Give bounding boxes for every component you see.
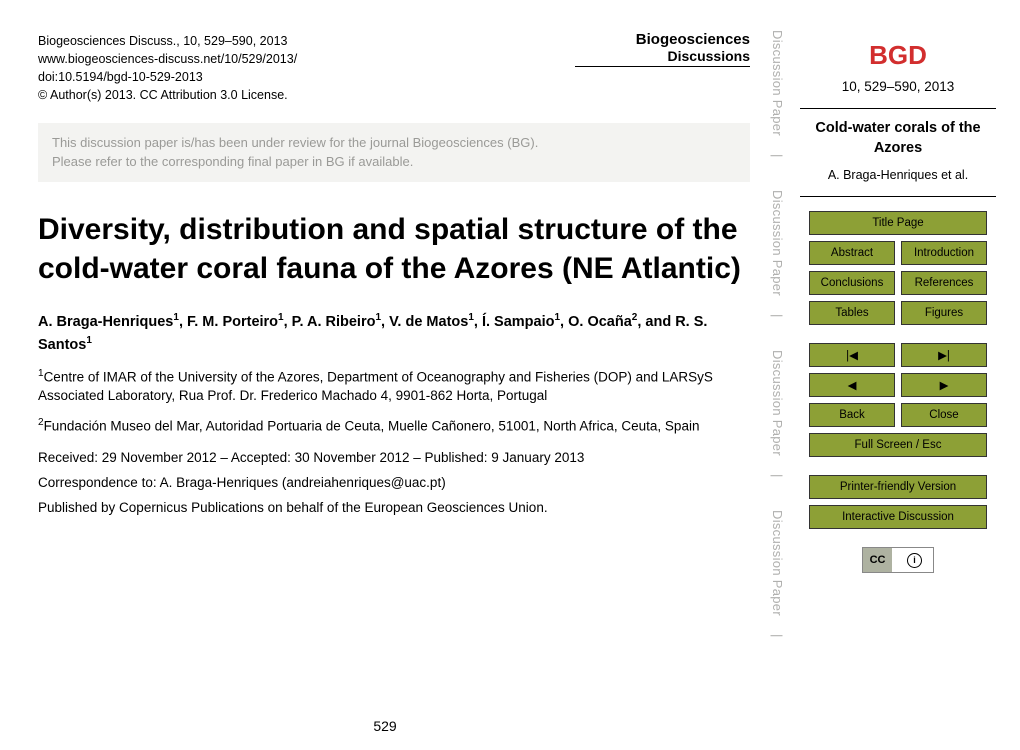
sidebar-divider-1 bbox=[800, 108, 996, 109]
interactive-discussion-button[interactable]: Interactive Discussion bbox=[809, 505, 987, 529]
sidebar-divider-2 bbox=[800, 196, 996, 197]
first-page-button[interactable]: |◀ bbox=[809, 343, 895, 367]
affiliation-2: 2Fundación Museo del Mar, Autoridad Port… bbox=[38, 416, 750, 436]
journal-label: Biogeosciences Discussions bbox=[575, 32, 750, 67]
review-line-2: Please refer to the corresponding final … bbox=[52, 152, 736, 172]
close-button[interactable]: Close bbox=[901, 403, 987, 427]
authors-list: A. Braga-Henriques1, F. M. Porteiro1, P.… bbox=[38, 310, 750, 357]
citation-meta: Biogeosciences Discuss., 10, 529–590, 20… bbox=[38, 32, 297, 105]
meta-line-1: Biogeosciences Discuss., 10, 529–590, 20… bbox=[38, 32, 297, 50]
journal-name-2: Discussions bbox=[575, 49, 750, 64]
affil-1-text: Centre of IMAR of the University of the … bbox=[38, 369, 713, 403]
prev-page-button[interactable]: ◀ bbox=[809, 373, 895, 397]
next-page-button[interactable]: ▶ bbox=[901, 373, 987, 397]
spine-label-2: Discussion Paper bbox=[770, 190, 785, 296]
affiliation-1: 1Centre of IMAR of the University of the… bbox=[38, 367, 750, 406]
sidebar-authors: A. Braga-Henriques et al. bbox=[800, 168, 996, 182]
sidebar-subtitle: Cold-water corals of the Azores bbox=[800, 119, 996, 158]
nav-panel: Title Page Abstract Introduction Conclus… bbox=[800, 211, 996, 529]
page-number: 529 bbox=[0, 718, 770, 734]
meta-line-3: doi:10.5194/bgd-10-529-2013 bbox=[38, 68, 297, 86]
references-button[interactable]: References bbox=[901, 271, 987, 295]
header-row: Biogeosciences Discuss., 10, 529–590, 20… bbox=[38, 32, 750, 105]
cc-text: CC bbox=[863, 548, 892, 572]
spine-strip: Discussion Paper | Discussion Paper | Di… bbox=[770, 0, 792, 750]
title-page-button[interactable]: Title Page bbox=[809, 211, 987, 235]
meta-line-2: www.biogeosciences-discuss.net/10/529/20… bbox=[38, 50, 297, 68]
back-button[interactable]: Back bbox=[809, 403, 895, 427]
paper-title: Diversity, distribution and spatial stru… bbox=[38, 210, 750, 288]
review-line-1: This discussion paper is/has been under … bbox=[52, 133, 736, 153]
journal-name-1: Biogeosciences bbox=[575, 32, 750, 49]
volume-info: 10, 529–590, 2013 bbox=[800, 79, 996, 94]
bgd-logo: BGD bbox=[800, 40, 996, 71]
publisher-note: Published by Copernicus Publications on … bbox=[38, 500, 750, 515]
last-page-button[interactable]: ▶| bbox=[901, 343, 987, 367]
spine-labels: Discussion Paper | Discussion Paper | Di… bbox=[770, 0, 785, 750]
fullscreen-button[interactable]: Full Screen / Esc bbox=[809, 433, 987, 457]
spine-label-3: Discussion Paper bbox=[770, 350, 785, 456]
correspondence: Correspondence to: A. Braga-Henriques (a… bbox=[38, 475, 750, 490]
spine-label-4: Discussion Paper bbox=[770, 510, 785, 616]
meta-line-4: © Author(s) 2013. CC Attribution 3.0 Lic… bbox=[38, 86, 297, 104]
affil-2-text: Fundación Museo del Mar, Autoridad Portu… bbox=[44, 418, 700, 433]
cc-license[interactable]: CC i bbox=[800, 547, 996, 573]
sidebar: BGD 10, 529–590, 2013 Cold-water corals … bbox=[792, 0, 1020, 750]
main-content: Biogeosciences Discuss., 10, 529–590, 20… bbox=[0, 0, 770, 750]
publication-dates: Received: 29 November 2012 – Accepted: 3… bbox=[38, 450, 750, 465]
cc-badge-icon: CC i bbox=[862, 547, 934, 573]
abstract-button[interactable]: Abstract bbox=[809, 241, 895, 265]
spine-label-1: Discussion Paper bbox=[770, 30, 785, 136]
review-note: This discussion paper is/has been under … bbox=[38, 123, 750, 182]
figures-button[interactable]: Figures bbox=[901, 301, 987, 325]
printer-friendly-button[interactable]: Printer-friendly Version bbox=[809, 475, 987, 499]
conclusions-button[interactable]: Conclusions bbox=[809, 271, 895, 295]
tables-button[interactable]: Tables bbox=[809, 301, 895, 325]
cc-by-icon: i bbox=[896, 548, 933, 572]
introduction-button[interactable]: Introduction bbox=[901, 241, 987, 265]
journal-underline bbox=[575, 66, 750, 67]
